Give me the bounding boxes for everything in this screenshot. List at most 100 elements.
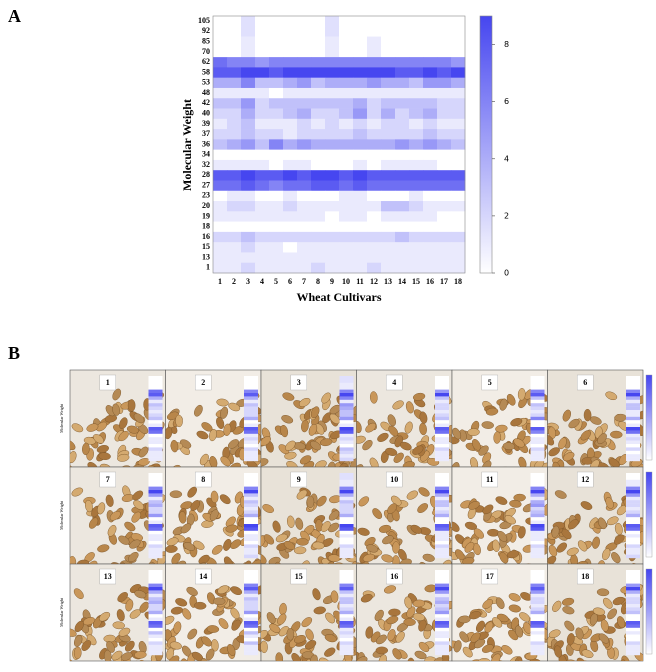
grain	[568, 519, 579, 530]
mini-heatmap-cell	[339, 483, 354, 487]
grain	[406, 490, 419, 500]
mini-heatmap-cell	[626, 376, 640, 380]
grain	[577, 540, 588, 552]
grain	[301, 617, 313, 628]
heatmap-cell	[325, 108, 340, 120]
mini-heatmap-cell	[435, 590, 449, 594]
grain	[499, 551, 509, 564]
grain	[263, 534, 275, 545]
heatmap-cell	[381, 98, 396, 109]
mini-heatmap-cell	[626, 413, 640, 417]
mini-heatmap-cell	[339, 493, 354, 497]
label-box	[290, 374, 307, 391]
heatmap-cell	[283, 262, 298, 274]
grain	[378, 524, 392, 533]
grain	[119, 417, 128, 430]
heatmap-cell	[283, 129, 298, 140]
heatmap-cell	[395, 170, 410, 181]
mini-heatmap-cell	[339, 440, 354, 445]
heatmap-cell	[255, 201, 270, 212]
grain	[576, 657, 587, 661]
grain	[547, 434, 555, 446]
heatmap-cell	[325, 87, 340, 99]
mini-heatmap-cell	[244, 590, 258, 594]
grain	[580, 501, 593, 510]
heatmap-cell	[227, 139, 242, 150]
heatmap-cell	[367, 77, 382, 89]
grain	[356, 656, 368, 661]
grain	[111, 650, 123, 661]
grain	[414, 650, 427, 660]
heatmap-cell	[451, 36, 466, 48]
heatmap-cell	[381, 57, 396, 68]
heatmap-cell	[339, 159, 354, 171]
mini-heatmap-cell	[530, 423, 545, 428]
grain	[113, 660, 121, 661]
row-axis-title: Molecular Weight	[59, 597, 64, 627]
heatmap-cell	[283, 170, 298, 181]
grain	[470, 457, 479, 467]
mini-heatmap-cell	[244, 580, 258, 584]
mini-heatmap-cell	[530, 376, 545, 380]
grain	[508, 593, 521, 602]
heatmap-cell	[255, 67, 270, 78]
heatmap-cell	[367, 242, 382, 253]
grain	[229, 462, 241, 467]
heatmap-cell	[409, 108, 424, 120]
mini-heatmap-cell	[530, 430, 545, 434]
grain	[243, 560, 252, 564]
grain	[261, 458, 269, 467]
heatmap-cell	[409, 190, 424, 202]
heatmap-cell	[381, 118, 396, 130]
grain	[320, 438, 333, 447]
heatmap-cell	[325, 170, 340, 181]
grain	[220, 406, 229, 419]
mini-heatmap-cell	[435, 631, 449, 635]
heatmap-cell	[227, 26, 242, 37]
mini-heatmap-cell	[435, 447, 449, 451]
mini-heatmap-cell	[339, 379, 354, 383]
heatmap-cell	[353, 77, 368, 89]
mini-heatmap-cell	[435, 420, 449, 424]
mini-heatmap-cell	[435, 583, 449, 588]
grain	[165, 615, 175, 625]
grain	[70, 451, 77, 464]
tile-label: 17	[486, 572, 494, 581]
mini-heatmap-cell	[530, 604, 545, 608]
grain	[561, 597, 575, 606]
grain	[619, 659, 627, 661]
heatmap-cell	[227, 67, 242, 78]
heatmap-cell	[213, 87, 228, 99]
mini-heatmap-cell	[148, 399, 163, 404]
grain	[117, 592, 128, 603]
y-tick-label: 92	[202, 26, 210, 35]
heatmap-cell	[213, 159, 228, 171]
heatmap-cell	[423, 262, 438, 274]
heatmap-cell	[339, 108, 354, 120]
mini-heatmap-cell	[530, 379, 545, 383]
mini-heatmap-cell	[339, 473, 354, 477]
heatmap-cell	[409, 221, 424, 233]
mini-heatmap-cell	[626, 427, 640, 431]
grain	[225, 516, 236, 527]
heatmap-cell	[325, 211, 340, 222]
grain	[305, 628, 314, 641]
mini-heatmap-cell	[148, 576, 163, 581]
mini-heatmap-cell	[435, 496, 449, 501]
heatmap-cell	[311, 149, 326, 161]
heatmap-cell	[353, 242, 368, 253]
heatmap-cell	[311, 67, 326, 78]
grain	[412, 599, 426, 608]
mini-heatmap-cell	[435, 524, 449, 528]
mini-heatmap-cell	[626, 580, 640, 584]
grain	[228, 402, 241, 412]
heatmap-cell	[437, 129, 452, 140]
grain	[86, 423, 99, 432]
grain	[492, 617, 503, 628]
heatmap-cell	[339, 67, 354, 78]
mini-heatmap-cell	[530, 517, 545, 521]
label-box	[290, 568, 307, 585]
heatmap-cell	[255, 108, 270, 120]
heatmap-cell	[283, 118, 298, 130]
grain	[187, 628, 198, 640]
